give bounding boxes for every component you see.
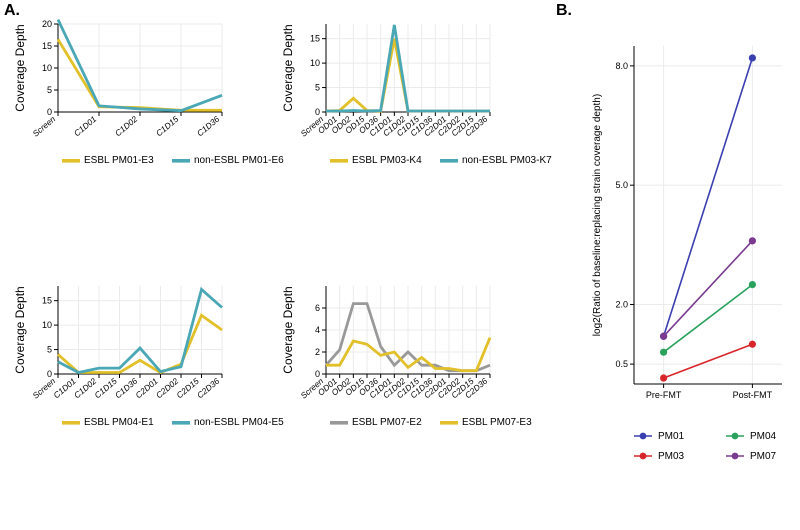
svg-text:C1D01: C1D01 <box>72 114 98 138</box>
svg-text:ESBL PM07-E2: ESBL PM07-E2 <box>352 417 422 428</box>
svg-text:20: 20 <box>42 19 52 29</box>
svg-text:5: 5 <box>47 85 52 95</box>
svg-text:10: 10 <box>310 58 320 68</box>
svg-text:2: 2 <box>315 347 320 357</box>
svg-text:Post-FMT: Post-FMT <box>733 390 773 400</box>
svg-text:15: 15 <box>310 34 320 44</box>
svg-text:PM01: PM01 <box>658 431 685 442</box>
panel-b: 0.5 2.0 5.0 8.0 Pre-FMT Post-FMT log2(Ratio of… <box>592 46 782 462</box>
svg-text:C1D36: C1D36 <box>195 114 222 139</box>
figure-svg: 05101520ScreenC1D01C1D02C1D15C1D36Covera… <box>0 0 800 530</box>
svg-text:ESBL PM07-E3: ESBL PM07-E3 <box>462 417 532 428</box>
svg-text:Coverage Depth: Coverage Depth <box>13 24 27 111</box>
svg-text:ESBL PM01-E3: ESBL PM01-E3 <box>84 155 154 166</box>
svg-text:2.0: 2.0 <box>615 299 628 309</box>
svg-text:Pre-FMT: Pre-FMT <box>646 390 682 400</box>
svg-text:6: 6 <box>315 303 320 313</box>
svg-text:15: 15 <box>42 41 52 51</box>
svg-text:ESBL PM04-E1: ESBL PM04-E1 <box>84 417 154 428</box>
svg-text:8.0: 8.0 <box>615 61 628 71</box>
svg-text:Screen: Screen <box>31 376 58 401</box>
svg-text:10: 10 <box>42 320 52 330</box>
svg-text:PM03: PM03 <box>658 451 685 462</box>
svg-text:4: 4 <box>315 325 320 335</box>
svg-text:15: 15 <box>42 296 52 306</box>
svg-text:non-ESBL PM03-K7: non-ESBL PM03-K7 <box>462 155 552 166</box>
svg-text:C1D01: C1D01 <box>51 376 77 400</box>
svg-text:5: 5 <box>315 83 320 93</box>
svg-text:C2D36: C2D36 <box>195 376 222 401</box>
svg-text:PM04: PM04 <box>750 431 777 442</box>
svg-text:0.5: 0.5 <box>615 359 628 369</box>
svg-text:10: 10 <box>42 63 52 73</box>
svg-text:C1D15: C1D15 <box>154 114 181 139</box>
svg-text:Screen: Screen <box>31 114 58 139</box>
svg-text:C1D02: C1D02 <box>113 114 140 139</box>
svg-text:Coverage Depth: Coverage Depth <box>13 286 27 373</box>
svg-text:ESBL PM03-K4: ESBL PM03-K4 <box>352 155 422 166</box>
svg-text:non-ESBL PM01-E6: non-ESBL PM01-E6 <box>194 155 284 166</box>
svg-text:PM07: PM07 <box>750 451 777 462</box>
svg-text:non-ESBL PM04-E5: non-ESBL PM04-E5 <box>194 417 284 428</box>
svg-text:Coverage Depth: Coverage Depth <box>281 286 295 373</box>
svg-text:log2(Ratio of baseline:replaci: log2(Ratio of baseline:replacing strain … <box>592 94 603 336</box>
svg-text:5.0: 5.0 <box>615 180 628 190</box>
svg-text:Coverage Depth: Coverage Depth <box>281 24 295 111</box>
svg-text:5: 5 <box>47 345 52 355</box>
svg-text:C2D01: C2D01 <box>133 376 159 400</box>
